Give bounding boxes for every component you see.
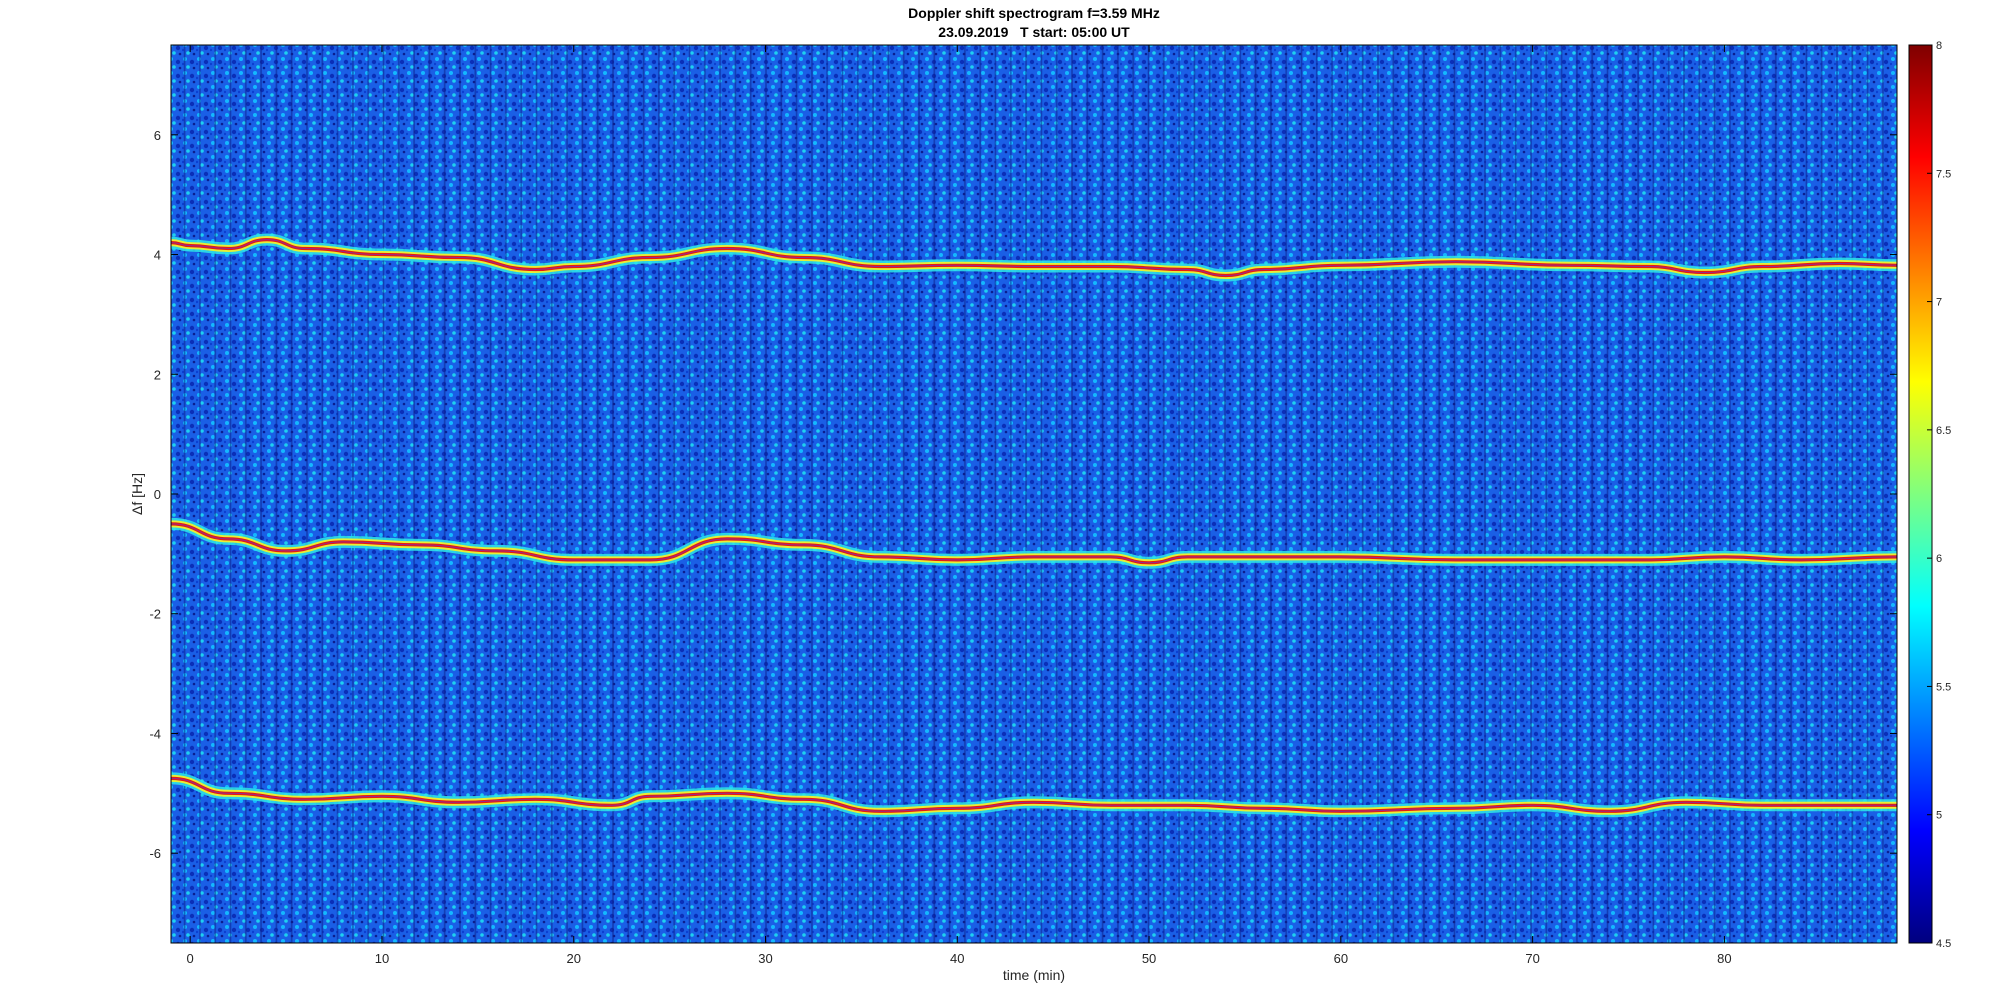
x-tick-label: 60 [1334,951,1348,966]
colorbar-gradient [1908,44,1933,944]
y-tick-label: 0 [154,487,161,502]
y-tick-label: -6 [149,846,161,861]
y-axis: -6 -4 -2 0 2 4 6 [149,128,1897,861]
y-tick-label: 4 [154,248,161,263]
doppler-trace-glow [171,523,1897,564]
x-axis: 0 10 20 30 40 50 60 70 80 [187,45,1732,966]
colorbar-ticks: 4.5 5 5.5 6 6.5 7 7.5 8 [1927,40,1951,950]
colorbar-tick-label: 7 [1936,297,1942,309]
y-tick-label: 2 [154,367,161,382]
doppler-traces [171,233,1897,818]
colorbar-tick-label: 5 [1936,810,1942,822]
colorbar: 4.5 5 5.5 6 6.5 7 7.5 8 [1908,40,1951,950]
chart-subtitle: 23.09.2019 T start: 05:00 UT [938,24,1130,40]
x-tick-label: 30 [758,951,772,966]
colorbar-tick-label: 5.5 [1936,681,1951,693]
x-tick-label: 10 [375,951,389,966]
colorbar-tick-label: 6.5 [1936,425,1951,437]
x-tick-label: 20 [566,951,580,966]
x-tick-label: 50 [1142,951,1156,966]
y-tick-label: 6 [154,128,161,143]
y-axis-label: Δf [Hz] [129,473,145,515]
doppler-trace-glow [171,239,1897,276]
y-tick-label: -4 [149,726,161,741]
x-tick-label: 40 [950,951,964,966]
plot-area [170,44,1898,944]
x-tick-label: 80 [1717,951,1731,966]
spectrogram-stripes [171,45,1897,943]
colorbar-tick-label: 7.5 [1936,168,1951,180]
y-tick-label: -2 [149,607,161,622]
x-axis-label: time (min) [1003,967,1065,983]
colorbar-tick-label: 6 [1936,553,1942,565]
chart-title: Doppler shift spectrogram f=3.59 MHz [908,5,1160,21]
x-tick-label: 0 [187,951,194,966]
colorbar-tick-label: 8 [1936,40,1942,52]
doppler-trace-glow [171,777,1897,812]
colorbar-tick-label: 4.5 [1936,938,1951,950]
x-tick-label: 70 [1525,951,1539,966]
